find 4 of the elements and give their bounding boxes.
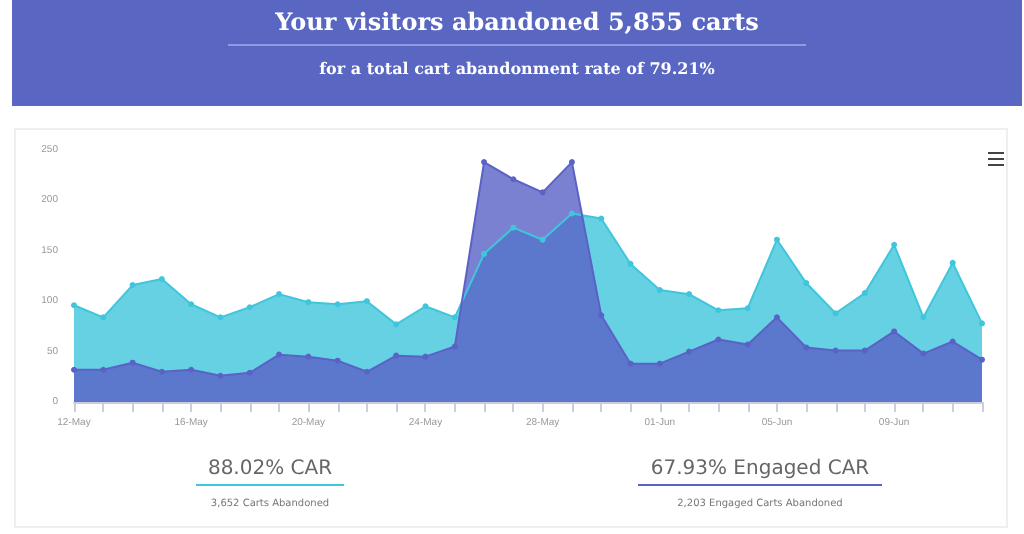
text: 88.02% CAR (195, 458, 345, 486)
chart-title: Your visitors abandoned 5,855 carts (227, 8, 807, 46)
text: 67.93% Engaged CAR (638, 458, 882, 486)
chart-subtitle: for a total cart abandonment rate of 79.21% (317, 58, 717, 78)
